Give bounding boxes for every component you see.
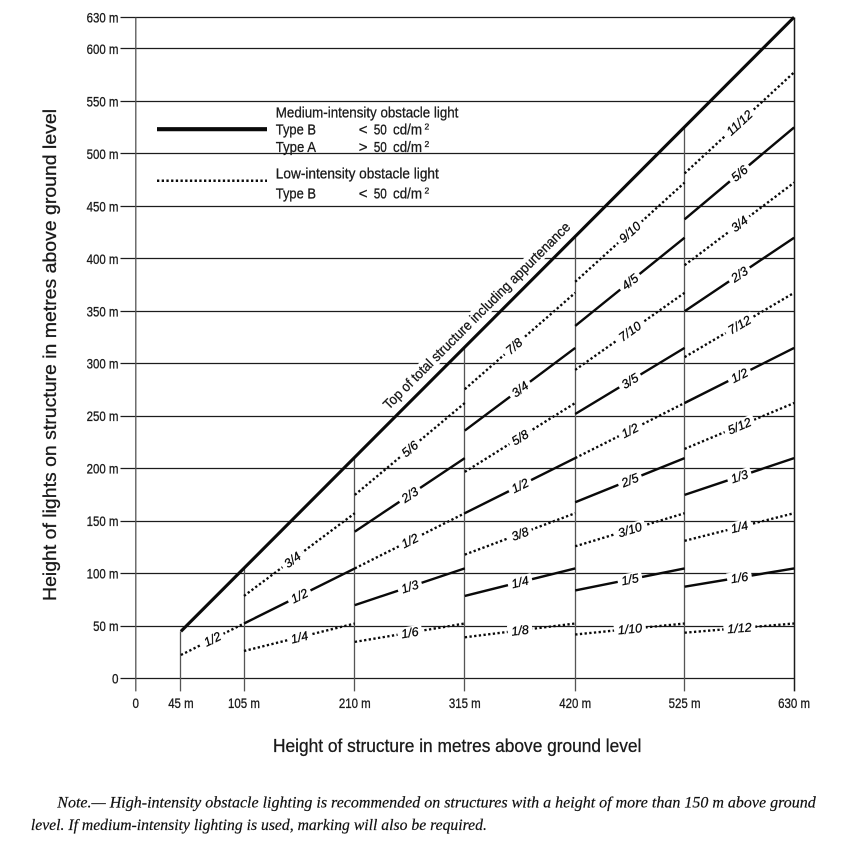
svg-text:Note.— High-intensity obstacle: Note.— High-intensity obstacle lighting … — [56, 795, 816, 812]
svg-text:0: 0 — [133, 695, 140, 711]
svg-text:cd/m: cd/m — [393, 139, 422, 156]
svg-text:50 m: 50 m — [93, 618, 118, 634]
svg-text:cd/m: cd/m — [393, 185, 422, 202]
svg-text:1/6: 1/6 — [730, 570, 749, 587]
svg-text:1/8: 1/8 — [511, 623, 530, 639]
svg-text:1/12: 1/12 — [727, 620, 752, 636]
svg-text:Low-intensity obstacle light: Low-intensity obstacle light — [276, 166, 440, 183]
svg-text:Type B: Type B — [276, 185, 316, 202]
svg-text:2: 2 — [425, 139, 430, 149]
svg-text:0: 0 — [112, 671, 119, 687]
svg-text:2/5: 2/5 — [618, 471, 640, 491]
svg-text:1/3: 1/3 — [399, 578, 420, 597]
svg-text:630 m: 630 m — [778, 695, 810, 711]
svg-text:Height of structure in metres: Height of structure in metres above grou… — [273, 736, 641, 756]
svg-text:150 m: 150 m — [87, 513, 119, 529]
svg-text:525 m: 525 m — [669, 695, 701, 711]
svg-text:210 m: 210 m — [339, 695, 371, 711]
svg-text:200 m: 200 m — [87, 461, 119, 477]
svg-text:level. If medium-intensity lig: level. If medium-intensity lighting is u… — [31, 817, 487, 834]
svg-text:45 m: 45 m — [168, 695, 193, 711]
svg-text:450 m: 450 m — [87, 198, 119, 214]
svg-text:2: 2 — [425, 122, 430, 132]
svg-text:1/5: 1/5 — [620, 571, 640, 588]
svg-text:250 m: 250 m — [87, 408, 119, 424]
svg-text:500 m: 500 m — [87, 146, 119, 162]
svg-text:100 m: 100 m — [87, 566, 119, 582]
svg-text:1/10: 1/10 — [617, 621, 643, 637]
svg-text:3/8: 3/8 — [510, 525, 531, 544]
svg-text:1/3: 1/3 — [729, 467, 750, 486]
svg-text:300 m: 300 m — [87, 356, 119, 372]
svg-text:1/6: 1/6 — [400, 625, 419, 642]
svg-text:350 m: 350 m — [87, 303, 119, 319]
svg-text:cd/m: cd/m — [393, 122, 422, 139]
svg-text:550 m: 550 m — [87, 93, 119, 109]
svg-text:>: > — [359, 139, 368, 156]
svg-text:2: 2 — [425, 185, 430, 195]
svg-text:1/4: 1/4 — [289, 629, 309, 647]
svg-text:Type A: Type A — [276, 139, 316, 156]
svg-text:50: 50 — [374, 139, 387, 156]
svg-text:600 m: 600 m — [87, 41, 119, 57]
svg-text:Medium-intensity obstacle ligh: Medium-intensity obstacle light — [276, 104, 459, 121]
svg-text:630 m: 630 m — [87, 9, 119, 25]
svg-text:420 m: 420 m — [559, 695, 591, 711]
svg-text:1/4: 1/4 — [510, 573, 530, 591]
svg-text:1/4: 1/4 — [729, 518, 749, 536]
svg-text:315 m: 315 m — [449, 695, 481, 711]
svg-text:Height of lights on structure: Height of lights on structure in metres … — [40, 109, 60, 601]
svg-text:50: 50 — [374, 185, 387, 202]
svg-text:Type B: Type B — [276, 122, 316, 139]
svg-text:<: < — [359, 185, 368, 202]
svg-text:3/10: 3/10 — [616, 520, 643, 540]
svg-text:400 m: 400 m — [87, 251, 119, 267]
svg-text:<: < — [359, 122, 368, 139]
svg-text:50: 50 — [374, 122, 387, 139]
svg-text:105 m: 105 m — [228, 695, 260, 711]
